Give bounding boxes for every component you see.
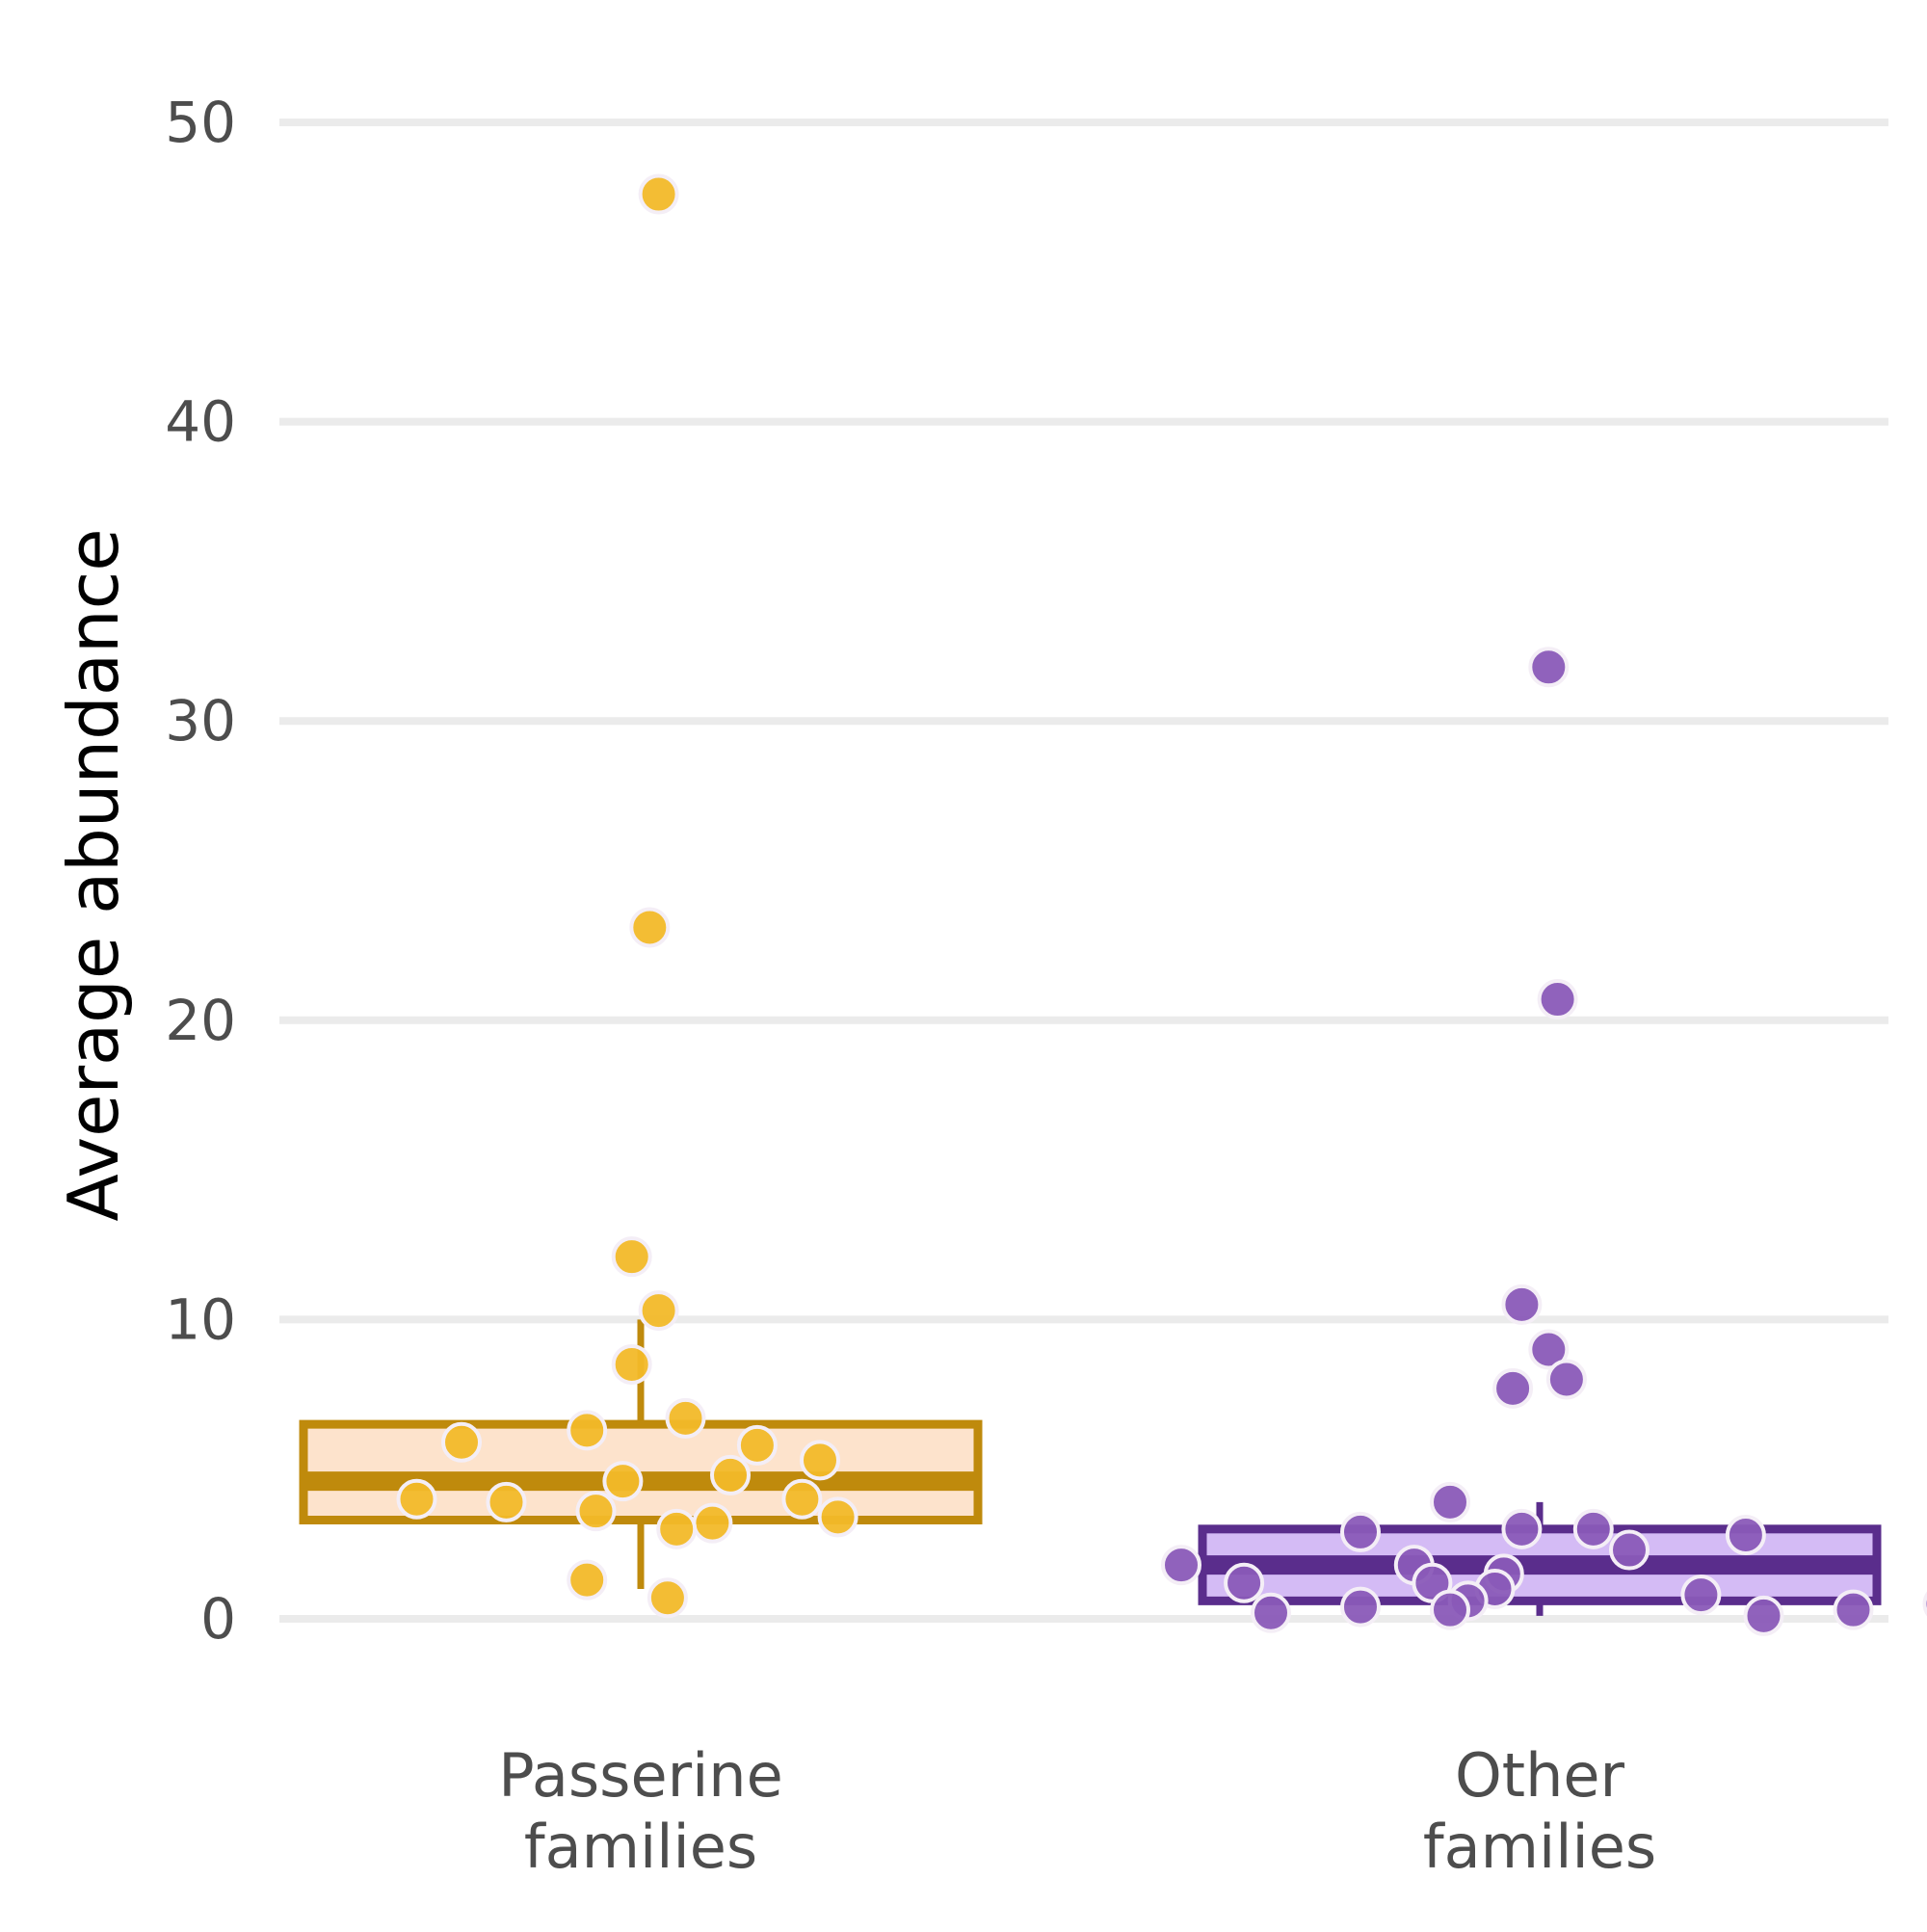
data-point (658, 1511, 695, 1548)
data-point (1835, 1592, 1872, 1628)
data-point (443, 1424, 480, 1461)
y-tick-label: 50 (165, 90, 236, 155)
y-tick-label: 40 (165, 389, 236, 455)
data-point (1611, 1532, 1648, 1569)
data-point (1540, 981, 1576, 1018)
data-point (1432, 1592, 1468, 1628)
data-point (712, 1457, 749, 1494)
data-point (1342, 1514, 1379, 1550)
data-point (488, 1484, 525, 1521)
y-tick-label: 20 (165, 988, 236, 1053)
data-point (568, 1412, 605, 1448)
y-axis-title: Average abundance (53, 529, 134, 1222)
y-tick-label: 30 (165, 688, 236, 754)
data-point (1503, 1511, 1540, 1548)
data-point (641, 1292, 677, 1329)
data-point (641, 176, 677, 213)
data-point (399, 1481, 436, 1518)
data-point (1575, 1511, 1612, 1548)
gridlines (279, 122, 1888, 1619)
data-point (1728, 1517, 1764, 1553)
y-tick-label: 0 (200, 1586, 236, 1652)
data-point (1163, 1547, 1200, 1583)
data-point (1682, 1576, 1719, 1613)
data-point (694, 1505, 730, 1542)
data-point (604, 1463, 641, 1499)
data-point (802, 1442, 838, 1478)
data-point (1494, 1370, 1531, 1407)
data-point (568, 1562, 605, 1599)
data-point (1503, 1286, 1540, 1323)
data-point (1253, 1595, 1289, 1631)
data-point (739, 1427, 776, 1464)
data-point (668, 1400, 704, 1437)
data-point (1432, 1484, 1468, 1521)
data-point (1342, 1589, 1379, 1626)
data-point (631, 910, 668, 946)
data-point (614, 1238, 650, 1275)
data-point (820, 1498, 857, 1535)
data-point (783, 1481, 820, 1518)
data-point (1746, 1598, 1782, 1634)
data-point (649, 1579, 686, 1616)
data-point (1226, 1565, 1262, 1601)
data-point (1530, 648, 1567, 685)
y-tick-label: 10 (165, 1286, 236, 1352)
data-point (1548, 1362, 1585, 1398)
data-point (578, 1493, 615, 1529)
data-points (399, 176, 1927, 1634)
data-point (614, 1346, 650, 1383)
boxes (304, 1319, 1877, 1615)
